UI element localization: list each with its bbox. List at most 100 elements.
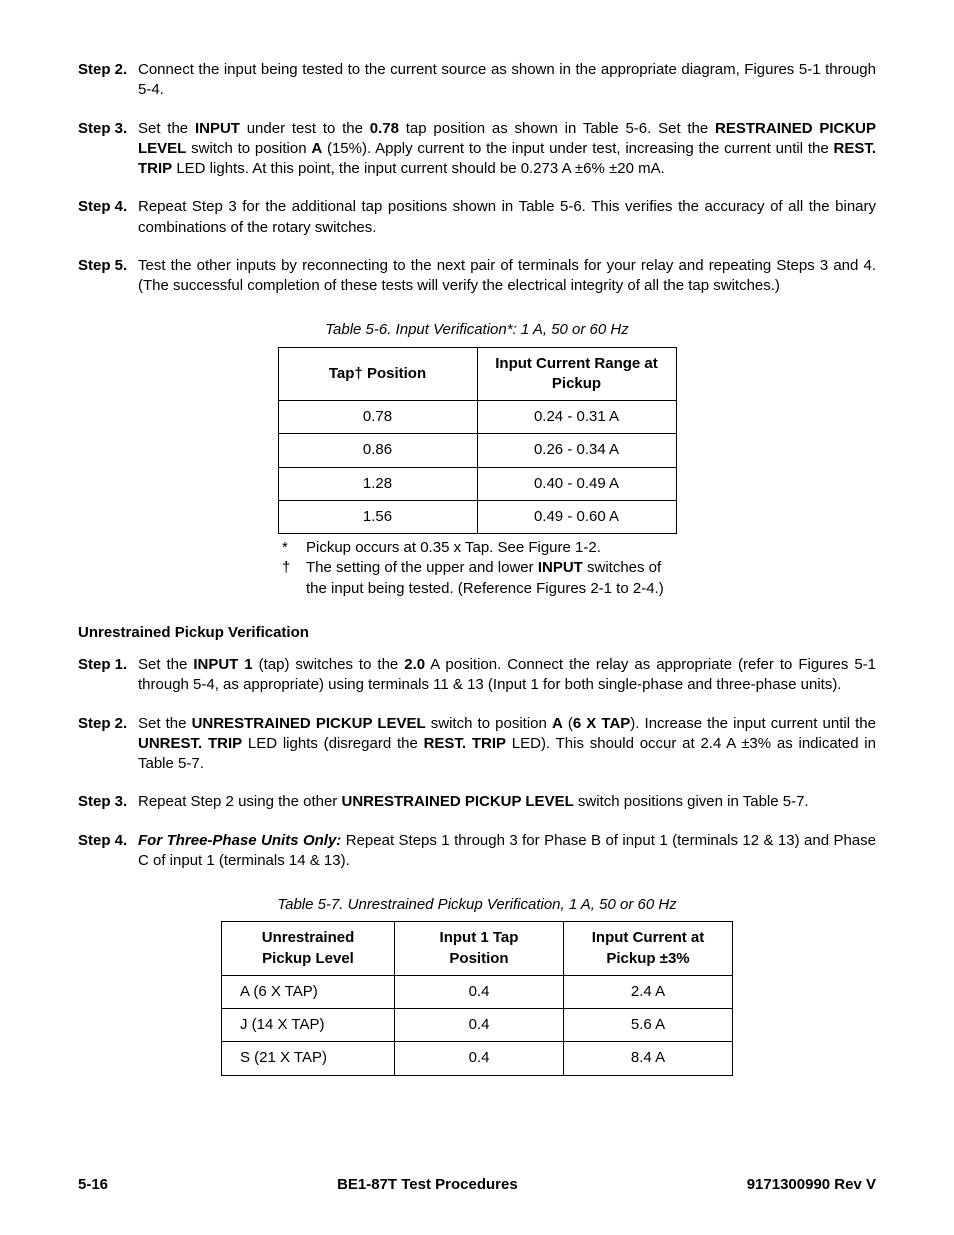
text-run: switch to position: [186, 140, 311, 157]
step-body: Set the INPUT 1 (tap) switches to the 2.…: [138, 655, 876, 696]
section-heading-unrestrained: Unrestrained Pickup Verification: [78, 623, 876, 643]
text-run: The setting of the upper and lower: [306, 559, 538, 576]
text-run: A: [552, 715, 563, 732]
footnote-mark: *: [282, 538, 306, 558]
text-run: Set the: [138, 656, 193, 673]
text-run: (15%). Apply current to the input under …: [322, 140, 833, 157]
table-cell: 8.4 A: [564, 1042, 733, 1075]
table-cell: 1.56: [278, 500, 477, 533]
table-cell: 1.28: [278, 467, 477, 500]
table-row: 0.780.24 - 0.31 A: [278, 401, 676, 434]
table-5-6-footnotes: *Pickup occurs at 0.35 x Tap. See Figure…: [282, 538, 672, 599]
procedure-step: Step 2.Connect the input being tested to…: [78, 60, 876, 101]
table-cell: 0.40 - 0.49 A: [477, 467, 676, 500]
text-run: 2.0: [404, 656, 425, 673]
text-run: Pickup occurs at 0.35 x Tap. See Figure …: [306, 539, 601, 556]
text-run: (tap) switches to the: [253, 656, 405, 673]
footnote-mark: †: [282, 558, 306, 599]
table-row: 1.280.40 - 0.49 A: [278, 467, 676, 500]
text-run: For Three-Phase Units Only:: [138, 832, 341, 849]
text-run: Connect the input being tested to the cu…: [138, 61, 876, 98]
table-cell: 0.4: [395, 1009, 564, 1042]
steps-bottom: Step 1.Set the INPUT 1 (tap) switches to…: [78, 655, 876, 871]
table-cell: 5.6 A: [564, 1009, 733, 1042]
text-run: Repeat Step 3 for the additional tap pos…: [138, 198, 876, 235]
text-run: UNREST. TRIP: [138, 735, 242, 752]
table-header-cell: Input Current at Pickup ±3%: [564, 922, 733, 976]
text-run: Repeat Step 2 using the other: [138, 793, 341, 810]
text-run: LED lights. At this point, the input cur…: [172, 160, 665, 177]
text-run: (: [563, 715, 573, 732]
step-body: Test the other inputs by reconnecting to…: [138, 256, 876, 297]
procedure-step: Step 3.Repeat Step 2 using the other UNR…: [78, 792, 876, 812]
procedure-step: Step 5.Test the other inputs by reconnec…: [78, 256, 876, 297]
text-run: LED lights (disregard the: [242, 735, 423, 752]
step-label: Step 4.: [78, 197, 138, 238]
step-label: Step 3.: [78, 119, 138, 180]
step-body: Set the UNRESTRAINED PICKUP LEVEL switch…: [138, 714, 876, 775]
procedure-step: Step 3.Set the INPUT under test to the 0…: [78, 119, 876, 180]
text-run: ). Increase the input current until the: [630, 715, 876, 732]
table-row: 1.560.49 - 0.60 A: [278, 500, 676, 533]
text-run: 6 X TAP: [573, 715, 630, 732]
text-run: UNRESTRAINED PICKUP LEVEL: [192, 715, 426, 732]
step-label: Step 4.: [78, 831, 138, 872]
table-cell: 0.4: [395, 975, 564, 1008]
step-body: Repeat Step 3 for the additional tap pos…: [138, 197, 876, 238]
step-label: Step 1.: [78, 655, 138, 696]
table-cell: J (14 X TAP): [222, 1009, 395, 1042]
footnote: *Pickup occurs at 0.35 x Tap. See Figure…: [282, 538, 672, 558]
text-run: Set the: [138, 120, 195, 137]
procedure-step: Step 4.For Three-Phase Units Only: Repea…: [78, 831, 876, 872]
table-row: A (6 X TAP)0.42.4 A: [222, 975, 733, 1008]
table-cell: 2.4 A: [564, 975, 733, 1008]
text-run: INPUT: [195, 120, 240, 137]
text-run: under test to the: [240, 120, 370, 137]
text-run: switch positions given in Table 5-7.: [574, 793, 809, 810]
table-cell: S (21 X TAP): [222, 1042, 395, 1075]
step-label: Step 2.: [78, 714, 138, 775]
table-header-cell: Tap† Position: [278, 347, 477, 401]
table-row: S (21 X TAP)0.48.4 A: [222, 1042, 733, 1075]
text-run: INPUT: [538, 559, 583, 576]
footnote: †The setting of the upper and lower INPU…: [282, 558, 672, 599]
procedure-step: Step 1.Set the INPUT 1 (tap) switches to…: [78, 655, 876, 696]
table-row: 0.860.26 - 0.34 A: [278, 434, 676, 467]
table-5-6-caption: Table 5-6. Input Verification*: 1 A, 50 …: [78, 320, 876, 340]
table-5-7: Unrestrained Pickup LevelInput 1 Tap Pos…: [221, 921, 733, 1075]
text-run: Set the: [138, 715, 192, 732]
step-label: Step 3.: [78, 792, 138, 812]
table-cell: 0.4: [395, 1042, 564, 1075]
step-label: Step 2.: [78, 60, 138, 101]
table-5-6: Tap† PositionInput Current Range at Pick…: [278, 347, 677, 535]
footer-revision: 9171300990 Rev V: [747, 1175, 876, 1195]
footer-page-number: 5-16: [78, 1175, 108, 1195]
table-cell: 0.26 - 0.34 A: [477, 434, 676, 467]
text-run: tap position as shown in Table 5-6. Set …: [399, 120, 715, 137]
table-cell: 0.24 - 0.31 A: [477, 401, 676, 434]
table-cell: A (6 X TAP): [222, 975, 395, 1008]
footer-title: BE1-87T Test Procedures: [337, 1175, 518, 1195]
step-body: For Three-Phase Units Only: Repeat Steps…: [138, 831, 876, 872]
step-body: Connect the input being tested to the cu…: [138, 60, 876, 101]
footnote-text: Pickup occurs at 0.35 x Tap. See Figure …: [306, 538, 672, 558]
step-body: Repeat Step 2 using the other UNRESTRAIN…: [138, 792, 876, 812]
text-run: INPUT 1: [193, 656, 252, 673]
step-body: Set the INPUT under test to the 0.78 tap…: [138, 119, 876, 180]
table-cell: 0.49 - 0.60 A: [477, 500, 676, 533]
procedure-step: Step 2.Set the UNRESTRAINED PICKUP LEVEL…: [78, 714, 876, 775]
table-header-cell: Input 1 Tap Position: [395, 922, 564, 976]
table-row: J (14 X TAP)0.45.6 A: [222, 1009, 733, 1042]
text-run: A: [311, 140, 322, 157]
text-run: Test the other inputs by reconnecting to…: [138, 257, 876, 294]
footnote-text: The setting of the upper and lower INPUT…: [306, 558, 672, 599]
steps-top: Step 2.Connect the input being tested to…: [78, 60, 876, 296]
table-header-cell: Input Current Range at Pickup: [477, 347, 676, 401]
table-cell: 0.86: [278, 434, 477, 467]
table-cell: 0.78: [278, 401, 477, 434]
table-header-cell: Unrestrained Pickup Level: [222, 922, 395, 976]
page-footer: 5-16 BE1-87T Test Procedures 9171300990 …: [78, 1175, 876, 1195]
text-run: REST. TRIP: [424, 735, 506, 752]
text-run: switch to position: [426, 715, 552, 732]
text-run: 0.78: [370, 120, 399, 137]
